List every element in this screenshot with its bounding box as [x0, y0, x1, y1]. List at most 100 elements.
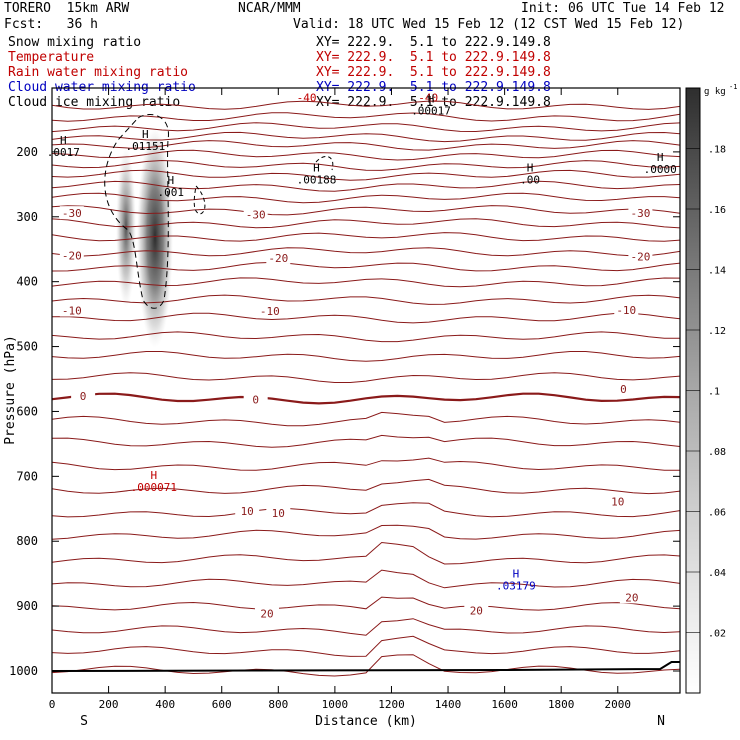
maximum-value-label: .0017 — [47, 146, 80, 159]
temperature-label-bg — [71, 389, 96, 403]
maximum-value-label: .00188 — [297, 173, 337, 186]
maximum-marker: H — [60, 134, 67, 147]
center-name: NCAR/MMM — [238, 1, 301, 16]
init-time: Init: 06 UTC Tue 14 Feb 12 — [521, 1, 725, 16]
colorbar-tick-label: .12 — [708, 326, 726, 337]
maximum-value-label: .01151 — [125, 140, 165, 153]
temperature-label: -20 — [630, 251, 650, 264]
x-tick-label: 1400 — [435, 698, 462, 711]
y-tick-label: 900 — [16, 599, 38, 613]
isotherm-line — [52, 159, 680, 171]
temperature-label-bg — [266, 505, 291, 519]
isotherm-line — [52, 312, 680, 324]
colorbar-tick-label: .14 — [708, 266, 726, 277]
maximum-marker: H — [313, 161, 320, 174]
colorbar-tick-label: .02 — [708, 629, 726, 640]
legend-label-rain: Rain water mixing ratio — [8, 65, 189, 80]
isotherm-line — [52, 192, 680, 204]
temperature-label-bg — [611, 382, 636, 396]
isotherm-top-label: -40 — [297, 92, 317, 105]
colorbar-tick-label: .04 — [708, 568, 726, 579]
temperature-label-bg — [254, 606, 279, 620]
temperature-label-bg — [614, 302, 639, 316]
isotherm-line — [52, 169, 680, 181]
forecast-hour: Fcst: 36 h — [4, 17, 98, 32]
temperature-label: -10 — [62, 305, 82, 318]
y-tick-label: 700 — [16, 469, 38, 483]
plot-frame — [51, 87, 681, 694]
isotherm-line — [52, 478, 680, 495]
temperature-label: 10 — [241, 505, 254, 518]
maximum-marker: H — [527, 161, 534, 174]
maximum-marker: H — [167, 174, 174, 187]
model-title: TORERO 15km ARW — [4, 1, 130, 16]
maximum-marker: H — [151, 469, 158, 482]
temperature-label-bg — [257, 304, 282, 318]
cloud-ice-contour-main — [104, 114, 169, 309]
isotherm-line — [52, 122, 680, 133]
temperature-label: -30 — [62, 207, 82, 220]
isotherm-top-label: -40 — [418, 92, 438, 105]
colorbar-tick-label: .18 — [708, 145, 726, 156]
isotherm-line — [52, 131, 680, 143]
snow-shading-west — [116, 147, 137, 308]
maximum-marker: H — [142, 128, 149, 141]
temperature-label-bg — [59, 248, 84, 262]
snow-shading-core — [137, 127, 174, 348]
isotherm-line — [52, 372, 680, 383]
isotherm-line — [52, 541, 680, 565]
temperature-label: 20 — [470, 604, 483, 617]
isotherm-line — [52, 457, 680, 471]
isotherm-line — [52, 351, 680, 362]
temperature-label-bg — [59, 303, 84, 317]
y-tick-label: 1000 — [9, 664, 38, 678]
maximum-value-label: .03179 — [496, 579, 536, 592]
colorbar-tick-label: .08 — [708, 447, 726, 458]
terrain-line — [52, 661, 680, 672]
x-tick-label: 600 — [212, 698, 232, 711]
legend-label-temperature: Temperature — [8, 50, 95, 65]
temperature-label-bg — [619, 590, 644, 604]
y-tick-label: 200 — [16, 145, 38, 159]
colorbar-unit: g kg — [704, 87, 726, 97]
temperature-label-bg — [628, 206, 653, 220]
y-tick-label: 800 — [16, 534, 38, 548]
temperature-label-bg — [243, 207, 268, 221]
isotherm-line — [52, 502, 680, 518]
temperature-label: 0 — [80, 390, 87, 403]
isotherm-line — [52, 261, 680, 272]
cloud-ice-contour-dash — [315, 155, 334, 171]
x-tick-label: 200 — [99, 698, 119, 711]
temperature-label: -30 — [246, 208, 266, 221]
x-tick-label: 0 — [49, 698, 56, 711]
isotherm-line — [52, 232, 680, 242]
y-axis-title: Pressure (hPa) — [3, 335, 18, 445]
isotherm-zero — [52, 392, 680, 405]
isotherm-line — [52, 411, 680, 427]
isotherm-line — [52, 149, 680, 161]
y-tick-label: 500 — [16, 340, 38, 354]
temperature-label: -30 — [630, 207, 650, 220]
isotherm-line — [52, 635, 680, 657]
maximum-value-label: .00017 — [411, 104, 451, 117]
isotherm-line — [52, 112, 680, 122]
maximum-value-label: .00 — [520, 173, 540, 186]
isotherm-line — [52, 654, 680, 677]
temperature-label: -20 — [62, 249, 82, 262]
temperature-label: 10 — [611, 495, 624, 508]
x-tick-label: 1000 — [322, 698, 349, 711]
temperature-label: 0 — [252, 393, 259, 406]
isotherm-line — [52, 218, 680, 229]
y-tick-label: 400 — [16, 275, 38, 289]
temperature-label: 20 — [625, 591, 638, 604]
isotherm-line — [52, 331, 680, 343]
temperature-label: -10 — [616, 304, 636, 317]
maximum-value-label: .001 — [158, 186, 185, 199]
isotherm-line — [52, 569, 680, 589]
isotherm-line — [52, 247, 680, 257]
temperature-label: -20 — [268, 252, 288, 265]
isotherm-line — [52, 618, 680, 636]
temperature-label-bg — [59, 206, 84, 220]
isotherm-line — [52, 277, 680, 288]
legend-xy-temperature: XY= 222.9. 5.1 to 222.9.149.8 — [316, 50, 551, 65]
